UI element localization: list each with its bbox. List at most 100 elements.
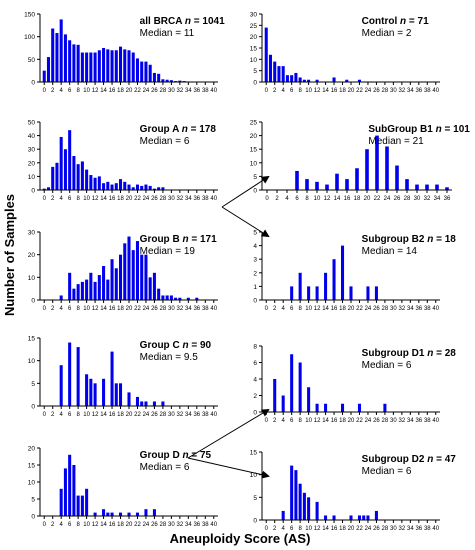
y-tick-label: 10 [28, 275, 36, 282]
x-tick-label: 26 [151, 412, 158, 418]
x-tick-label: 6 [68, 306, 72, 312]
bar-subgroup-b2-as-26 [374, 286, 378, 300]
x-tick-label: 10 [305, 418, 312, 424]
bar-group-a-as-11 [89, 175, 93, 190]
x-tick-label: 30 [414, 196, 421, 202]
bar-subgroup-d2-as-10 [307, 497, 311, 520]
bar-group-b-as-19 [123, 243, 127, 300]
n-symbol: n [182, 450, 188, 461]
bar-group-d-as-14 [102, 509, 106, 516]
bar-all-brca-as-6 [68, 40, 72, 82]
bar-subgroup-b2-as-18 [341, 245, 345, 300]
bar-subgroup-b1-as-22 [375, 135, 379, 190]
bar-subgroup-d2-as-22 [357, 515, 361, 520]
y-tick-label: 8 [253, 344, 257, 351]
x-tick-label: 22 [356, 306, 363, 312]
panel-name: all BRCA [140, 16, 185, 27]
arrow-group-d-to-d2 [187, 457, 270, 479]
panel-median-subgroup-b1: Median = 21 [368, 136, 424, 147]
bar-all-brca-as-11 [89, 52, 93, 82]
bar-group-d-as-8 [76, 495, 80, 516]
bar-all-brca-as-7 [72, 44, 76, 82]
y-tick-label: 0 [253, 188, 257, 195]
n-symbol: n [182, 340, 188, 351]
bar-group-d-as-24 [144, 509, 148, 516]
bar-group-a-as-0 [42, 188, 46, 190]
x-tick-label: 16 [109, 412, 116, 418]
y-tick-label: 25 [250, 120, 258, 127]
y-tick-label: 10 [250, 472, 258, 479]
x-tick-label: 40 [432, 526, 439, 532]
bar-group-d-as-9 [80, 495, 84, 516]
y-tick-label: 6 [253, 360, 257, 367]
bar-group-c-as-17 [114, 383, 118, 406]
panel-n: = 178 [188, 124, 217, 135]
bar-control-as-19 [345, 79, 349, 82]
panel-n: = 1041 [191, 16, 225, 27]
x-tick-label: 36 [415, 88, 422, 94]
bar-all-brca-as-28 [161, 79, 165, 82]
bar-group-a-as-2 [51, 166, 55, 190]
x-tick-label: 24 [143, 88, 150, 94]
bar-subgroup-d2-as-8 [298, 483, 302, 520]
y-tick-label: 0 [253, 298, 257, 305]
bar-subgroup-d2-as-12 [315, 501, 319, 520]
y-tick-label: 0 [31, 514, 35, 521]
y-tick-label: 5 [253, 174, 257, 181]
bar-group-b-as-11 [89, 272, 93, 300]
x-tick-label: 20 [126, 88, 133, 94]
bar-subgroup-d1-as-14 [324, 403, 328, 412]
bar-group-c-as-22 [135, 396, 139, 406]
x-tick-label: 26 [373, 526, 380, 532]
x-tick-label: 18 [117, 88, 124, 94]
bar-subgroup-b1-as-6 [295, 170, 299, 190]
x-tick-label: 14 [100, 306, 107, 312]
figure-ylabel: Number of Samples [2, 194, 17, 316]
x-tick-label: 22 [356, 88, 363, 94]
bar-group-a-as-7 [72, 156, 76, 190]
bar-group-c-as-18 [119, 383, 123, 406]
panel-name: Subgroup D1 [362, 348, 428, 359]
y-tick-label: 5 [253, 230, 257, 237]
bar-group-b-as-8 [76, 284, 80, 300]
bar-group-b-as-27 [157, 288, 161, 300]
panel-title-subgroup-b2: Subgroup B2 n = 18 [362, 234, 457, 245]
x-tick-label: 14 [322, 88, 329, 94]
bar-group-a-as-23 [140, 185, 144, 190]
x-tick-label: 8 [305, 196, 309, 202]
x-tick-label: 4 [282, 88, 286, 94]
x-tick-label: 34 [185, 88, 192, 94]
panel-title-control: Control n = 71 [362, 16, 429, 27]
x-tick-label: 2 [51, 306, 55, 312]
y-tick-label: 0 [253, 80, 257, 87]
bar-control-as-7 [294, 72, 298, 82]
x-tick-label: 6 [295, 196, 299, 202]
x-tick-label: 38 [424, 526, 431, 532]
x-tick-label: 24 [143, 522, 150, 528]
bar-all-brca-as-24 [144, 61, 148, 82]
y-tick-label: 10 [28, 174, 36, 181]
x-tick-label: 20 [348, 88, 355, 94]
x-tick-label: 40 [210, 306, 217, 312]
n-symbol: n [185, 16, 191, 27]
x-tick-label: 28 [160, 522, 167, 528]
bar-all-brca-as-10 [85, 52, 89, 82]
x-tick-label: 38 [202, 88, 209, 94]
x-tick-label: 0 [265, 526, 269, 532]
x-tick-label: 0 [265, 306, 269, 312]
x-tick-label: 2 [51, 522, 55, 528]
x-tick-label: 16 [331, 418, 338, 424]
y-tick-label: 20 [250, 34, 258, 41]
bar-group-d-as-10 [85, 488, 89, 516]
x-tick-label: 20 [126, 522, 133, 528]
panel-n: = 18 [433, 234, 456, 245]
x-tick-label: 6 [290, 88, 294, 94]
x-tick-label: 8 [298, 526, 302, 532]
bar-group-a-as-3 [55, 162, 59, 190]
x-tick-label: 16 [109, 88, 116, 94]
bar-group-b-as-6 [68, 272, 72, 300]
panel-n: = 101 [442, 124, 471, 135]
x-tick-label: 12 [92, 522, 99, 528]
